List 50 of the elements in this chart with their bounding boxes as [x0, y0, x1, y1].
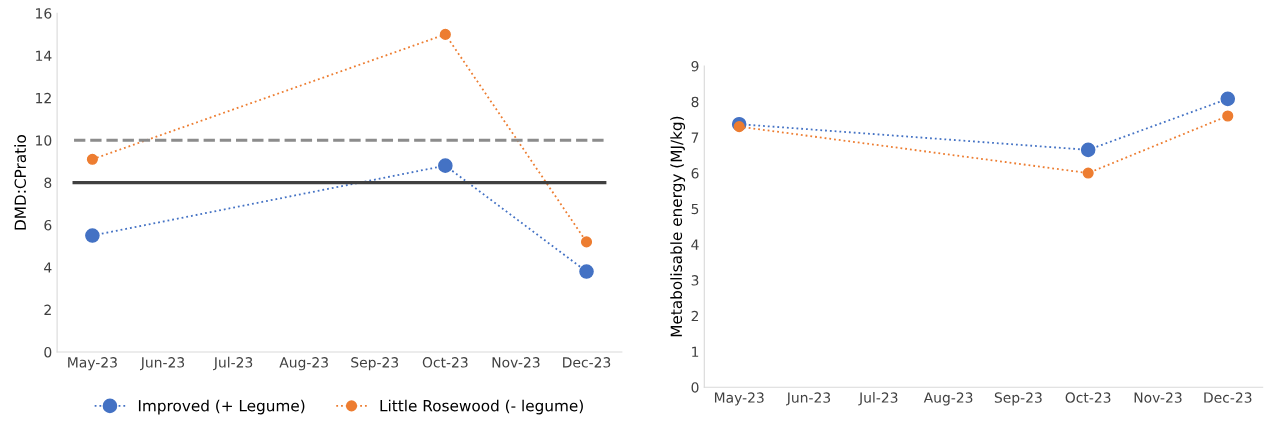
y-tick-label: 14 — [36, 50, 52, 61]
point — [580, 236, 593, 248]
y-tick-label: 4 — [44, 262, 52, 273]
point — [1080, 142, 1096, 158]
x-tick-label: Jun-23 — [140, 357, 185, 371]
y-tick-label: 12 — [36, 92, 51, 104]
x-tick-label: Jun-23 — [786, 392, 831, 406]
y-tick-label: 3 — [691, 275, 699, 286]
x-tick-label: Dec-23 — [563, 357, 611, 368]
y-tick-label: 9 — [691, 60, 699, 72]
y-tick-label: 5 — [691, 203, 699, 215]
y-tick-label: 1 — [692, 346, 699, 357]
x-tick-label: Nov-23 — [492, 357, 540, 368]
x-tick-label: May-23 — [714, 392, 764, 406]
point — [438, 158, 453, 173]
x-tick-label: Oct-23 — [1065, 392, 1111, 403]
y-tick-label: 6 — [691, 168, 699, 179]
y-tick-label: 16 — [36, 8, 52, 19]
x-tick-label: Jul-23 — [858, 392, 898, 406]
y-tick-label: 8 — [44, 177, 52, 189]
y-tick-label: 2 — [691, 310, 699, 322]
x-tick-label: Aug-23 — [923, 392, 973, 406]
x-tick-label: Dec-23 — [1204, 392, 1252, 403]
legend-label: Improved (+ Legume) — [138, 399, 305, 415]
point — [1220, 91, 1236, 107]
x-tick-label: Nov-23 — [1134, 392, 1182, 403]
y-tick-label: 7 — [691, 132, 699, 143]
x-tick-label: Sep-23 — [994, 392, 1042, 406]
y-tick-label: 8 — [691, 96, 699, 108]
point — [733, 121, 745, 133]
x-tick-label: Sep-23 — [351, 357, 399, 371]
y-tick-label: 10 — [36, 135, 52, 146]
y-tick-label: 0 — [44, 346, 52, 358]
legend-label: Little Rosewood (- legume) — [380, 399, 583, 415]
y-tick-label: 4 — [691, 239, 699, 250]
point — [1082, 167, 1094, 179]
y-tick-label: 6 — [44, 219, 52, 231]
x-tick-label: Oct-23 — [422, 357, 468, 368]
point — [1222, 110, 1234, 122]
point — [85, 228, 100, 243]
y-axis-title: DMD:CPratio — [14, 135, 27, 230]
y-tick-label: 2 — [44, 304, 51, 315]
x-tick-label: Aug-23 — [279, 357, 328, 371]
point — [439, 28, 451, 40]
y-tick-label: 0 — [691, 382, 699, 393]
point — [86, 153, 98, 165]
x-tick-label: Jul-23 — [213, 356, 253, 371]
y-axis-title: Metabolisable energy (MJ/kg) — [670, 116, 686, 337]
x-tick-label: May-23 — [68, 357, 117, 371]
point — [579, 264, 594, 279]
